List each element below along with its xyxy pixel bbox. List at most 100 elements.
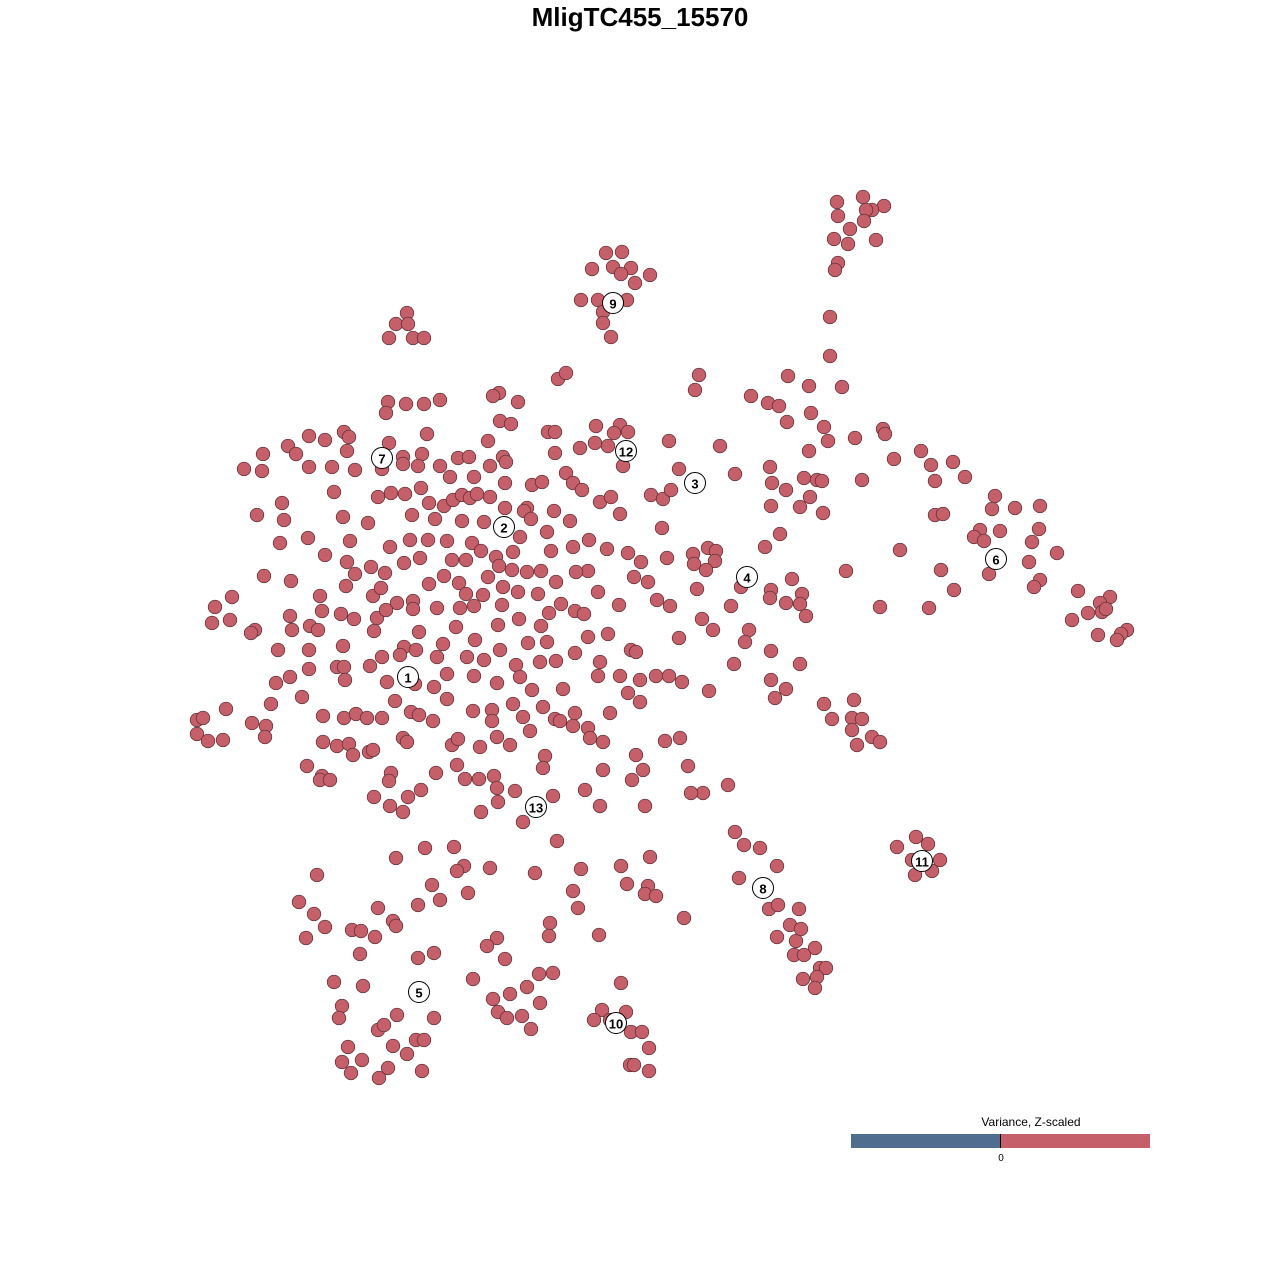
data-point — [399, 1046, 415, 1062]
data-point — [515, 814, 531, 830]
data-point — [683, 785, 699, 801]
data-point — [535, 699, 551, 715]
data-point — [347, 566, 363, 582]
data-point — [920, 836, 936, 852]
data-point — [382, 539, 398, 555]
data-point — [626, 569, 642, 585]
data-point — [635, 762, 651, 778]
data-point — [778, 482, 794, 498]
data-point — [672, 730, 688, 746]
data-point — [479, 938, 495, 954]
data-point — [400, 789, 416, 805]
legend-title: Variance, Z-scaled — [981, 1115, 1081, 1129]
data-point — [499, 1010, 515, 1026]
data-point — [315, 708, 331, 724]
data-point — [913, 443, 929, 459]
cluster-label-text: 8 — [759, 882, 766, 897]
data-point — [727, 466, 743, 482]
data-point — [524, 682, 540, 698]
data-point — [567, 645, 583, 661]
data-point — [473, 804, 489, 820]
data-point — [243, 625, 259, 641]
data-point — [480, 569, 496, 585]
data-point — [378, 405, 394, 421]
data-point — [299, 758, 315, 774]
data-point — [485, 991, 501, 1007]
cluster-label-text: 7 — [378, 452, 385, 467]
data-point — [334, 998, 350, 1014]
data-point — [807, 940, 823, 956]
data-point — [695, 785, 711, 801]
data-point — [419, 426, 435, 442]
cluster-label: 2 — [493, 516, 515, 538]
cluster-label-marker — [397, 666, 419, 688]
data-point — [619, 876, 635, 892]
data-point — [757, 539, 773, 555]
data-point — [467, 632, 483, 648]
data-point — [539, 634, 555, 650]
data-point — [514, 1008, 530, 1024]
data-point — [778, 595, 794, 611]
data-point — [306, 906, 322, 922]
data-point — [497, 475, 513, 491]
data-point — [641, 1063, 657, 1079]
data-point — [417, 840, 433, 856]
cluster-label-text: 4 — [743, 571, 751, 586]
data-point — [620, 545, 636, 561]
data-point — [1090, 627, 1106, 643]
data-point — [595, 734, 611, 750]
data-point — [752, 840, 768, 856]
data-point — [373, 580, 389, 596]
data-point — [613, 975, 629, 991]
data-point — [927, 473, 943, 489]
data-point — [317, 919, 333, 935]
data-point — [426, 1010, 442, 1026]
cluster-label: 4 — [736, 566, 758, 588]
data-point — [244, 715, 260, 731]
data-point — [599, 541, 615, 557]
data-point — [359, 710, 375, 726]
data-point — [374, 710, 390, 726]
data-point — [489, 930, 505, 946]
data-point — [876, 198, 892, 214]
data-point — [276, 512, 292, 528]
cluster-label-marker — [371, 447, 393, 469]
data-point — [522, 723, 538, 739]
data-point — [301, 459, 317, 475]
data-point — [291, 894, 307, 910]
data-point — [476, 652, 492, 668]
data-point — [502, 986, 518, 1002]
data-point — [545, 965, 561, 981]
cluster-label-marker — [911, 850, 933, 872]
data-point — [503, 416, 519, 432]
data-point — [345, 747, 361, 763]
data-point — [444, 552, 460, 568]
data-point — [792, 656, 808, 672]
data-point — [339, 443, 355, 459]
data-point — [491, 558, 507, 574]
data-point — [1032, 498, 1048, 514]
data-point — [254, 463, 270, 479]
data-point — [485, 388, 501, 404]
data-point — [222, 612, 238, 628]
data-point — [218, 701, 234, 717]
data-point — [935, 506, 951, 522]
data-point — [314, 603, 330, 619]
data-point — [342, 533, 358, 549]
data-point — [1080, 605, 1096, 621]
data-point — [854, 711, 870, 727]
data-point — [798, 608, 814, 624]
data-point — [482, 489, 498, 505]
data-point — [310, 622, 326, 638]
cluster-label: 7 — [371, 447, 393, 469]
data-point — [482, 860, 498, 876]
cluster-label-text: 6 — [992, 553, 999, 568]
cluster-label-text: 12 — [619, 445, 633, 460]
data-point — [397, 486, 413, 502]
data-point — [573, 861, 589, 877]
data-point — [1026, 579, 1042, 595]
data-point — [370, 900, 386, 916]
data-point — [336, 710, 352, 726]
data-point — [527, 865, 543, 881]
data-point — [461, 449, 477, 465]
